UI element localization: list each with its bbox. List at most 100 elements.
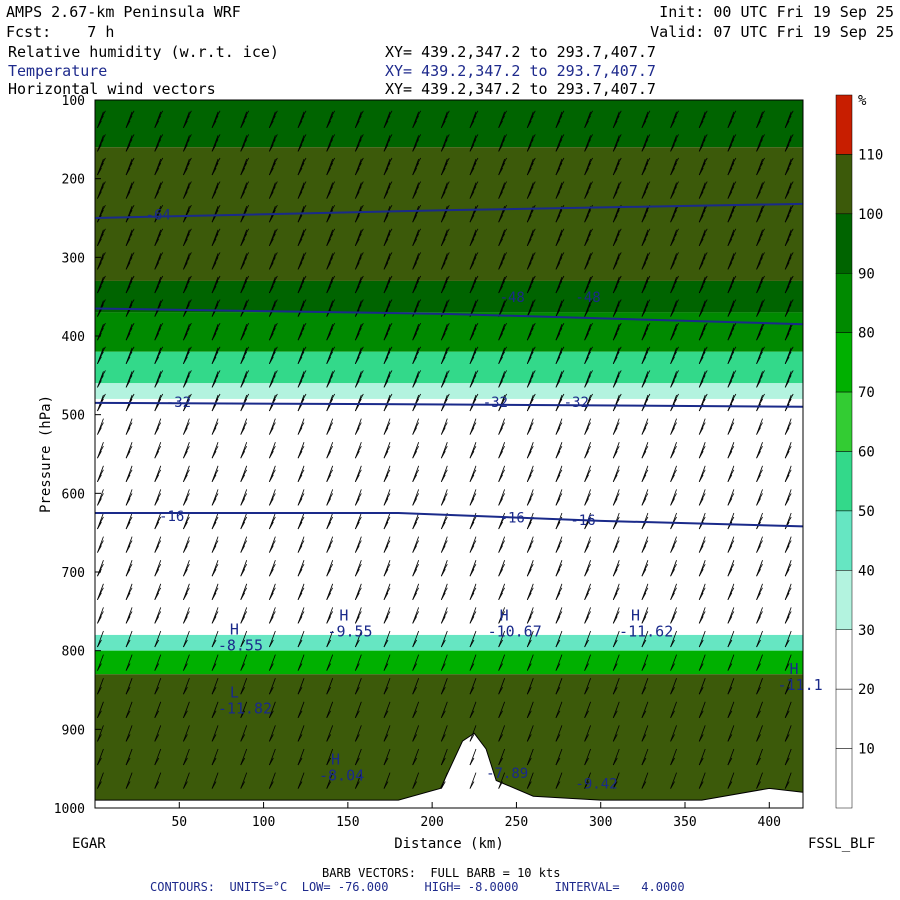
wind-barb <box>97 654 104 671</box>
wind-barb <box>383 181 393 199</box>
wind-barb <box>354 370 364 388</box>
wind-barb <box>756 536 763 553</box>
wind-barb <box>97 701 104 718</box>
wind-barb <box>412 465 420 482</box>
wind-barb <box>297 654 305 671</box>
wind-barb <box>268 489 276 506</box>
wind-barb <box>612 536 620 553</box>
wind-barb <box>383 725 391 742</box>
wind-barb <box>412 654 420 671</box>
wind-barb <box>154 157 164 176</box>
wind-barb <box>183 181 192 199</box>
wind-barb <box>412 512 420 530</box>
wind-barb <box>97 772 104 789</box>
wind-barb <box>727 772 735 789</box>
wind-barb <box>268 678 276 695</box>
wind-barb <box>641 181 651 199</box>
wind-barb <box>183 583 190 600</box>
wind-barb <box>498 560 506 577</box>
model-title: AMPS 2.67-km Peninsula WRF <box>6 3 241 21</box>
wind-barb <box>125 252 135 270</box>
wind-barb <box>297 228 307 246</box>
y-axis-label: Pressure (hPa) <box>38 395 54 513</box>
wind-barb <box>240 370 250 388</box>
wind-barb <box>154 442 162 459</box>
wind-barb <box>526 772 534 789</box>
y-tick-label: 400 <box>62 330 85 345</box>
wind-barb <box>641 536 649 553</box>
wind-barb <box>612 701 620 718</box>
wind-barb <box>440 536 448 553</box>
wind-barb <box>584 252 593 270</box>
wind-barb <box>183 678 190 695</box>
wind-barb <box>412 536 420 553</box>
wind-barb <box>555 654 563 671</box>
wind-barb <box>498 134 507 152</box>
wind-barb <box>326 323 336 341</box>
extremum-mark: H <box>790 660 799 678</box>
wind-barb <box>412 228 422 246</box>
wind-barb <box>670 560 677 577</box>
wind-barb <box>354 489 362 506</box>
wind-barb <box>670 110 679 128</box>
wind-barb <box>612 678 620 695</box>
wind-barb <box>612 630 620 648</box>
wind-barb <box>756 275 765 294</box>
wind-barb <box>555 134 565 152</box>
wind-barb <box>412 157 422 176</box>
wind-barb <box>412 725 420 742</box>
wind-barb <box>612 275 622 294</box>
wind-barb <box>354 323 364 341</box>
wind-barb <box>240 275 250 294</box>
x-tick-label: 250 <box>505 815 528 830</box>
wind-barb <box>584 157 593 176</box>
wind-barb <box>240 110 250 128</box>
wind-barb <box>727 110 737 128</box>
wind-barb <box>698 583 706 600</box>
wind-barb <box>326 725 334 742</box>
init-time: Init: 00 UTC Fri 19 Sep 25 <box>659 3 894 21</box>
wind-barb <box>326 583 334 600</box>
colorbar-bin <box>835 748 853 809</box>
wind-barb <box>584 772 591 789</box>
wind-barb <box>240 465 248 482</box>
wind-barb <box>670 654 677 671</box>
wind-barb <box>268 134 278 152</box>
extremum-value: -11.1 <box>778 676 823 694</box>
wind-barb <box>440 772 448 789</box>
wind-barb <box>183 465 190 482</box>
wind-barb <box>97 489 104 506</box>
x-tick-label: 300 <box>589 815 612 830</box>
wind-barb <box>354 536 362 553</box>
wind-barb <box>211 442 219 459</box>
extremum-mark: L <box>230 684 239 702</box>
wind-barb <box>727 442 735 459</box>
wind-barb <box>584 370 593 388</box>
wind-barb <box>412 772 420 789</box>
wind-barb <box>440 725 448 742</box>
wind-barb <box>555 583 563 600</box>
wind-barb <box>440 489 448 506</box>
wind-barb <box>784 725 792 742</box>
wind-barb <box>297 110 307 128</box>
wind-barb <box>297 560 305 577</box>
colorbar-bin <box>835 332 853 393</box>
wind-barb <box>727 323 737 341</box>
wind-barb <box>183 346 192 364</box>
wind-barb <box>412 748 420 766</box>
wind-barb <box>526 512 534 530</box>
rh-layer <box>95 100 803 148</box>
wind-barb <box>756 654 763 671</box>
wind-barb <box>412 583 420 600</box>
y-tick-label: 700 <box>62 566 85 581</box>
colorbar-tick-label: 10 <box>858 742 875 758</box>
wind-barb <box>97 228 106 246</box>
extremum-mark: H <box>339 607 348 625</box>
wind-barb <box>154 346 164 364</box>
wind-barb <box>268 536 276 553</box>
colorbar-bin <box>835 391 853 452</box>
rh-layer <box>95 351 803 384</box>
wind-barb <box>498 678 506 695</box>
wind-barb <box>784 275 794 294</box>
